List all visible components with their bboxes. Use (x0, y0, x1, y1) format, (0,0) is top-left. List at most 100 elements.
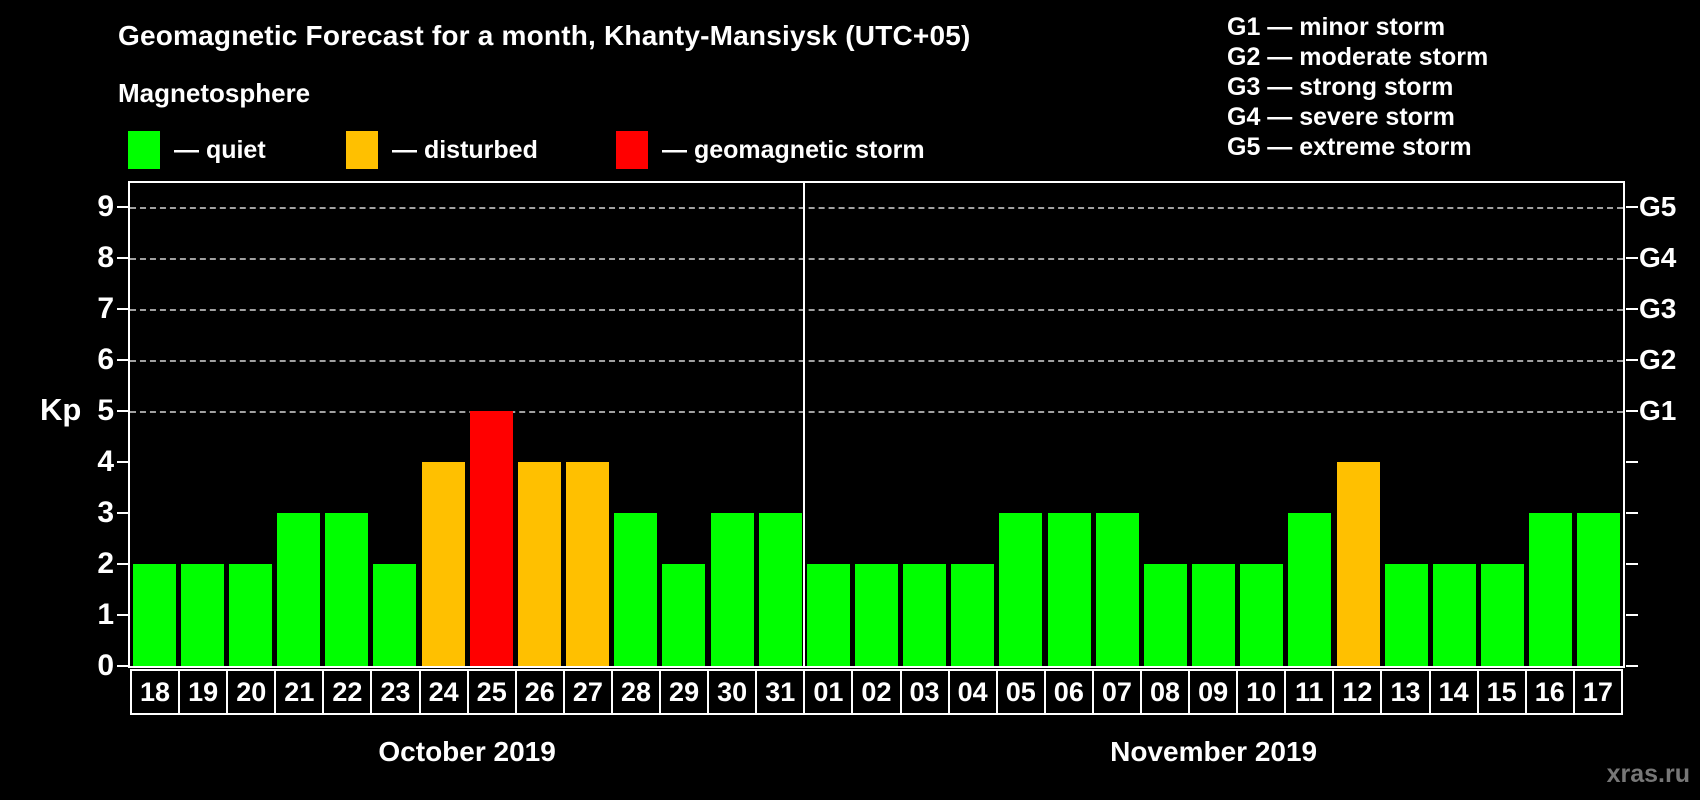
kp-bar-07 (1095, 513, 1139, 666)
y-tick-left-3 (117, 512, 129, 514)
kp-bar-26 (517, 462, 561, 666)
date-cell-18: 18 (130, 669, 181, 715)
date-cell-03: 03 (899, 669, 950, 715)
kp-bar-24 (421, 462, 465, 666)
kp-bar-02 (855, 564, 898, 666)
storm-scale-legend: G1 — minor storm G2 — moderate storm G3 … (1227, 12, 1488, 162)
date-cell-06: 06 (1043, 669, 1094, 715)
kp-bar-29 (662, 564, 706, 666)
kp-bar-25 (469, 411, 513, 666)
disturbed-label: — disturbed (392, 135, 538, 164)
plot-area (128, 181, 1625, 668)
g1-legend-line: G1 — minor storm (1227, 13, 1446, 41)
legend-item-quiet: — quiet (128, 130, 266, 170)
kp-bar-13 (1384, 564, 1428, 666)
date-cell-09: 09 (1188, 669, 1239, 715)
date-cell-22: 22 (322, 669, 373, 715)
month-label-1: November 2019 (1110, 736, 1318, 767)
y-tick-label-7: 7 (97, 292, 114, 325)
y-tick-left-1 (117, 614, 129, 616)
y-tick-label-4: 4 (97, 445, 114, 478)
date-cell-04: 04 (947, 669, 998, 715)
y-tick-label-0: 0 (97, 649, 114, 682)
month-divider (803, 183, 806, 666)
y-tick-right-7 (1626, 308, 1638, 310)
date-cell-21: 21 (274, 669, 325, 715)
quiet-color-swatch (128, 131, 160, 169)
date-cell-24: 24 (418, 669, 469, 715)
date-cell-26: 26 (514, 669, 565, 715)
date-cell-17: 17 (1572, 669, 1623, 715)
gridline-kp9 (130, 207, 1623, 209)
date-cell-31: 31 (755, 669, 806, 715)
legend-item-storm: — geomagnetic storm (616, 130, 925, 170)
date-cell-01: 01 (803, 669, 854, 715)
magnetosphere-label: Magnetosphere (118, 78, 311, 108)
right-axis-label-g3: G3 (1639, 293, 1677, 324)
y-tick-right-5 (1626, 410, 1638, 412)
kp-bar-08 (1143, 564, 1187, 666)
y-tick-left-4 (117, 461, 129, 463)
y-tick-label-9: 9 (97, 190, 114, 223)
y-tick-left-8 (117, 257, 129, 259)
date-cell-28: 28 (610, 669, 662, 715)
y-tick-left-6 (117, 359, 129, 361)
gridline-kp5 (130, 411, 1623, 413)
kp-bar-27 (566, 462, 610, 666)
kp-bar-03 (903, 564, 947, 666)
kp-bar-18 (132, 564, 176, 666)
y-tick-right-1 (1626, 614, 1638, 616)
y-tick-label-3: 3 (97, 496, 114, 529)
y-tick-left-5 (117, 410, 129, 412)
y-tick-left-7 (117, 308, 129, 310)
kp-bar-10 (1240, 564, 1284, 666)
legend-item-disturbed: — disturbed (346, 130, 538, 170)
x-axis-date-row: 18 19 20 21 22 23 24 25 26 27 28 29 30 31 01 02 03 04 05 06… (130, 669, 1623, 715)
y-tick-left-9 (117, 206, 129, 208)
date-cell-27: 27 (562, 669, 613, 715)
date-cell-08: 08 (1139, 669, 1191, 715)
y-tick-label-1: 1 (97, 598, 114, 631)
kp-bar-30 (710, 513, 754, 666)
date-cell-25: 25 (466, 669, 517, 715)
gridline-kp7 (130, 309, 1623, 311)
y-tick-label-5: 5 (97, 394, 114, 427)
watermark: xras.ru (1606, 760, 1690, 788)
gridline-kp8 (130, 258, 1623, 260)
y-tick-right-9 (1626, 206, 1638, 208)
kp-bar-09 (1192, 564, 1236, 666)
right-axis-label-g1: G1 (1639, 395, 1677, 426)
storm-color-swatch (616, 131, 648, 169)
kp-bar-06 (1047, 513, 1091, 666)
date-cell-29: 29 (659, 669, 710, 715)
y-tick-right-2 (1626, 563, 1638, 565)
kp-bar-16 (1529, 513, 1573, 666)
y-axis-title: Kp (40, 392, 82, 427)
date-cell-23: 23 (370, 669, 421, 715)
kp-bar-17 (1577, 513, 1621, 666)
kp-bar-05 (999, 513, 1043, 666)
kp-bar-11 (1288, 513, 1332, 666)
month-label-0: October 2019 (378, 736, 556, 767)
right-axis-label-g5: G5 (1639, 191, 1677, 222)
date-cell-14: 14 (1428, 669, 1479, 715)
kp-bar-01 (806, 564, 850, 666)
date-cell-13: 13 (1380, 669, 1431, 715)
date-cell-05: 05 (995, 669, 1046, 715)
y-tick-right-0 (1626, 665, 1638, 667)
kp-bar-14 (1432, 564, 1476, 666)
date-cell-15: 15 (1476, 669, 1527, 715)
g2-legend-line: G2 — moderate storm (1227, 43, 1489, 71)
right-axis-label-g4: G4 (1639, 242, 1677, 273)
disturbed-color-swatch (346, 131, 378, 169)
y-tick-label-6: 6 (97, 343, 114, 376)
kp-bar-22 (325, 513, 369, 666)
kp-bar-23 (373, 564, 417, 666)
kp-bar-19 (180, 564, 224, 666)
kp-bar-15 (1481, 564, 1525, 666)
kp-bar-20 (228, 564, 272, 666)
y-tick-label-2: 2 (97, 547, 114, 580)
y-tick-right-4 (1626, 461, 1638, 463)
date-cell-12: 12 (1332, 669, 1383, 715)
date-cell-19: 19 (178, 669, 229, 715)
